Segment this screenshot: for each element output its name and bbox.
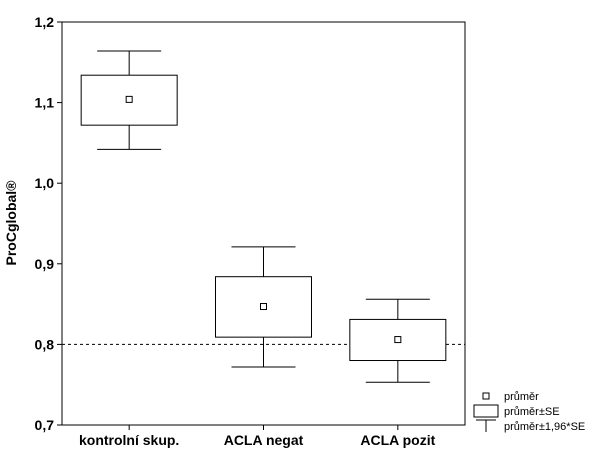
x-tick-label: ACLA negat [224, 432, 304, 448]
y-tick-label: 0,8 [35, 336, 55, 352]
box-groups [80, 50, 447, 383]
y-tick-label: 1,1 [35, 95, 55, 111]
mean-marker [394, 336, 402, 344]
y-tick-label: 0,9 [35, 256, 55, 272]
y-axis: 0,7 0,8 0,9 1,0 1,1 1,2 [35, 14, 62, 433]
y-tick-label: 1,0 [35, 175, 55, 191]
mean-marker [125, 95, 133, 103]
y-tick-label: 1,2 [35, 14, 55, 30]
x-tick-label: kontrolní skup. [79, 432, 179, 448]
box-group [215, 246, 312, 368]
mean-marker [260, 303, 267, 311]
legend-mean-symbol [482, 392, 490, 400]
x-tick-label: ACLA pozit [360, 432, 435, 448]
box-group [80, 50, 178, 150]
legend-label: průměr [504, 391, 539, 403]
box-group [349, 298, 447, 383]
legend-label: průměr±SE [504, 406, 560, 418]
y-axis-title: ProCglobal® [3, 180, 19, 266]
legend: průměr průměr±SE průměr±1,96*SE [473, 391, 585, 433]
y-tick-label: 0,7 [35, 417, 55, 433]
legend-label: průměr±1,96*SE [504, 421, 585, 433]
x-axis: kontrolní skup. ACLA negat ACLA pozit [79, 425, 436, 448]
legend-box-symbol [473, 404, 499, 418]
